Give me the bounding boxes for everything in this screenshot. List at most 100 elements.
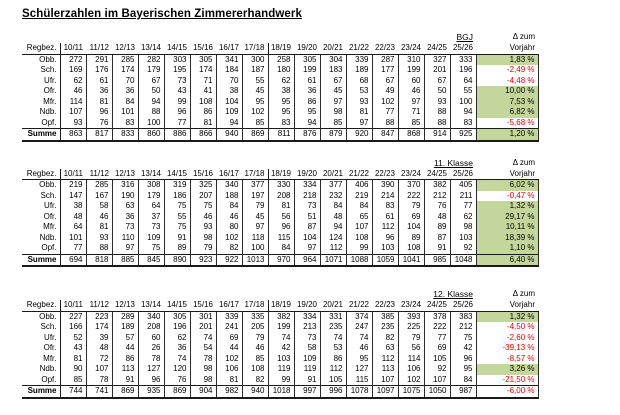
year-column-header: 10/11 xyxy=(60,168,86,180)
sum-value-cell: 1013 xyxy=(241,253,268,267)
value-cell: 36 xyxy=(111,211,138,222)
value-cell: 247 xyxy=(345,322,372,333)
sum-label: Summe xyxy=(22,128,61,142)
value-cell: 58 xyxy=(85,201,112,212)
value-cell: 107 xyxy=(423,374,450,386)
value-cell: 73 xyxy=(293,201,320,212)
year-column-header: 20/21 xyxy=(320,168,346,180)
value-cell: 55 xyxy=(449,86,476,97)
value-cell: 303 xyxy=(163,54,190,65)
value-cell: 107 xyxy=(85,364,112,375)
delta-header-line2: Vorjahr xyxy=(476,43,538,55)
value-cell: 100 xyxy=(449,96,476,107)
value-cell: 169 xyxy=(59,65,86,76)
value-cell: 112 xyxy=(371,353,398,364)
value-cell: 174 xyxy=(111,65,138,76)
sum-row: Summe 744 741 869 935 869 904 982 940 1018 997 996 1… xyxy=(22,385,539,399)
value-cell: 63 xyxy=(111,201,138,212)
sum-value-cell: 1018 xyxy=(267,385,294,399)
value-cell: 103 xyxy=(267,353,294,364)
value-cell: 62 xyxy=(59,75,86,86)
value-cell: 81 xyxy=(267,201,294,212)
value-cell: 118 xyxy=(241,232,268,243)
delta-value-cell: -0,47 % xyxy=(475,190,539,201)
sum-value-cell: 922 xyxy=(215,253,242,267)
section-label: BGJ xyxy=(456,32,473,42)
value-cell: 54 xyxy=(189,343,216,354)
value-cell: 67 xyxy=(423,75,450,86)
value-cell: 189 xyxy=(345,65,372,76)
delta-value-cell: 6,02 % xyxy=(475,179,539,191)
value-cell: 331 xyxy=(319,311,346,322)
value-cell: 94 xyxy=(319,222,346,233)
value-cell: 304 xyxy=(319,54,346,65)
district-label: Mfr. xyxy=(22,353,61,364)
value-cell: 180 xyxy=(267,65,294,76)
year-column-header: 14/15 xyxy=(164,43,190,55)
value-cell: 103 xyxy=(449,232,476,243)
value-cell: 199 xyxy=(397,65,424,76)
district-label: Ufr. xyxy=(22,75,61,86)
row-header-label: Regbez. xyxy=(22,300,61,312)
value-cell: 219 xyxy=(59,179,86,191)
delta-header-line1: Δ zum xyxy=(512,157,535,167)
value-cell: 199 xyxy=(293,65,320,76)
value-cell: 61 xyxy=(371,211,398,222)
sum-value-cell: 890 xyxy=(163,253,190,267)
value-cell: 36 xyxy=(85,86,112,97)
value-cell: 305 xyxy=(293,54,320,65)
value-cell: 406 xyxy=(345,179,372,191)
year-column-header: 19/20 xyxy=(294,300,320,312)
sum-value-cell: 868 xyxy=(397,128,424,142)
value-cell: 46 xyxy=(345,343,372,354)
value-cell: 91 xyxy=(111,374,138,386)
value-cell: 99 xyxy=(345,243,372,254)
value-cell: 147 xyxy=(59,190,86,201)
value-cell: 83 xyxy=(449,117,476,129)
value-cell: 45 xyxy=(241,86,268,97)
value-cell: 211 xyxy=(449,190,476,201)
delta-value-cell: 10,11 % xyxy=(475,222,539,233)
value-cell: 114 xyxy=(59,96,86,107)
sum-value-cell: 869 xyxy=(241,128,268,142)
value-cell: 96 xyxy=(449,353,476,364)
value-cell: 316 xyxy=(111,179,138,191)
value-cell: 74 xyxy=(163,353,190,364)
year-column-header: 18/19 xyxy=(268,168,294,180)
sum-value-cell: 920 xyxy=(345,128,372,142)
district-label: Ndb. xyxy=(22,107,61,118)
value-cell: 62 xyxy=(163,332,190,343)
value-cell: 382 xyxy=(267,311,294,322)
district-row: Ufr. 52 39 57 60 62 74 69 79 74 73 74 74 82 79 77 75 -2,6… xyxy=(22,332,539,343)
value-cell: 89 xyxy=(423,222,450,233)
column-header-row: Regbez. 10/11 11/12 12/13 13/14 14/15 15/16 16/… xyxy=(22,168,538,180)
value-cell: 85 xyxy=(319,117,346,129)
value-cell: 186 xyxy=(163,190,190,201)
district-row: Obb. 219 285 316 308 319 325 340 377 330 334 377 406… xyxy=(22,179,539,191)
district-row: Ndb. 101 93 110 109 91 98 102 118 115 104 124 108 96 8… xyxy=(22,232,539,243)
sum-value-cell: 1078 xyxy=(345,385,372,399)
value-cell: 44 xyxy=(215,343,242,354)
value-cell: 84 xyxy=(215,201,242,212)
value-cell: 73 xyxy=(111,222,138,233)
value-cell: 93 xyxy=(59,117,86,129)
value-cell: 201 xyxy=(189,322,216,333)
value-cell: 112 xyxy=(319,364,346,375)
value-cell: 218 xyxy=(293,190,320,201)
value-cell: 104 xyxy=(215,96,242,107)
value-cell: 48 xyxy=(59,211,86,222)
year-column-header: 22/23 xyxy=(372,168,398,180)
value-cell: 36 xyxy=(293,86,320,97)
value-cell: 201 xyxy=(423,65,450,76)
value-cell: 310 xyxy=(397,54,424,65)
value-cell: 81 xyxy=(59,353,86,364)
district-row: Ufr. 38 58 63 64 75 75 84 79 81 73 84 84 83 79 76 77 1,32… xyxy=(22,201,539,212)
value-cell: 96 xyxy=(85,107,112,118)
value-cell: 73 xyxy=(293,332,320,343)
year-column-header: 23/24 xyxy=(398,43,424,55)
value-cell: 61 xyxy=(85,75,112,86)
value-cell: 48 xyxy=(423,211,450,222)
value-cell: 108 xyxy=(189,96,216,107)
delta-value-cell: 10,00 % xyxy=(475,86,539,97)
